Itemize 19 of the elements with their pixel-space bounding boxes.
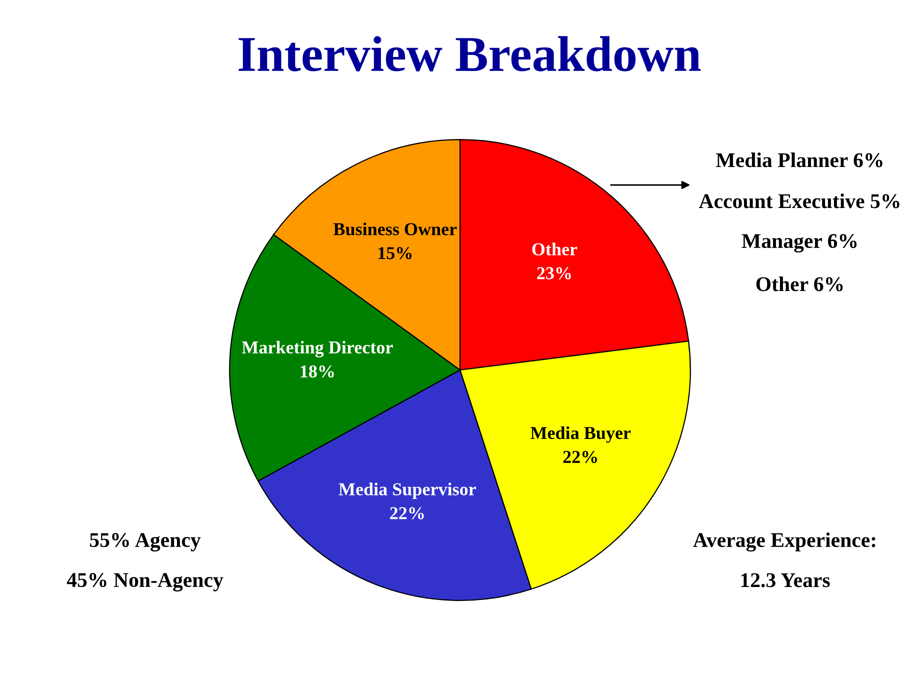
text: Media Planner 6%	[716, 152, 882, 168]
text: 45% Non-Agency	[66, 572, 224, 592]
slice-label: Business Owner	[333, 222, 457, 236]
data-label: 18%	[300, 365, 334, 378]
text: Average Experience:	[693, 532, 876, 552]
slice-label: Marketing Director	[242, 340, 393, 358]
slice-label: Media Supervisor	[338, 482, 476, 500]
text: 55% Agency	[90, 532, 201, 552]
data-label: 15%	[378, 247, 412, 260]
text: Manager 6%	[742, 234, 857, 252]
slice-label: Other	[532, 242, 578, 256]
text: Other 6%	[756, 276, 843, 292]
data-label: 22%	[563, 450, 597, 464]
text: Account Executive 5%	[698, 194, 900, 208]
slice-label: Media Buyer	[530, 426, 631, 443]
data-label: 22%	[390, 507, 424, 520]
data-label: 23%	[537, 267, 571, 280]
chart-title: Interview Breakdown	[238, 36, 701, 72]
text: 12.3 Years	[741, 573, 830, 588]
